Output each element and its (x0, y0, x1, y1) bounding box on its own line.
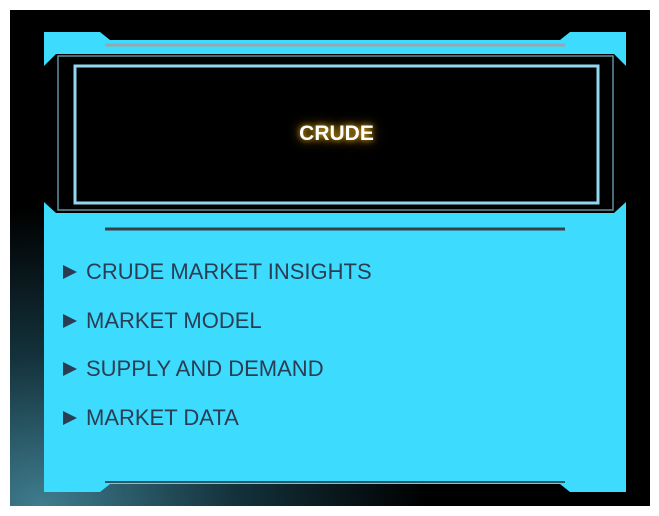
menu-item[interactable]: MARKET DATA (62, 394, 372, 443)
arrow-icon (63, 313, 77, 328)
arrow-icon (63, 410, 77, 425)
menu-item[interactable]: SUPPLY AND DEMAND (62, 345, 372, 394)
menu-item[interactable]: CRUDE MARKET INSIGHTS (62, 248, 372, 297)
arrow (63, 265, 77, 280)
menu-item[interactable]: MARKET MODEL (62, 297, 372, 346)
menu-label: MARKET DATA (86, 404, 239, 430)
outer-frame (57, 55, 614, 211)
top-bar (44, 32, 626, 66)
panel-title: CRUDE (299, 122, 374, 145)
menu-label: MARKET MODEL (86, 307, 262, 333)
arrow-icon (63, 362, 77, 377)
arrow (63, 362, 77, 377)
menu-label: SUPPLY AND DEMAND (86, 356, 324, 382)
arrow (63, 410, 77, 425)
arrow-icon (63, 265, 77, 280)
menu: CRUDE MARKET INSIGHTS MARKET MODEL SUPPLY … (62, 248, 372, 442)
menu-panel (44, 202, 626, 492)
arrow (63, 313, 77, 328)
title-frame (73, 64, 600, 205)
menu-label: CRUDE MARKET INSIGHTS (86, 259, 372, 285)
